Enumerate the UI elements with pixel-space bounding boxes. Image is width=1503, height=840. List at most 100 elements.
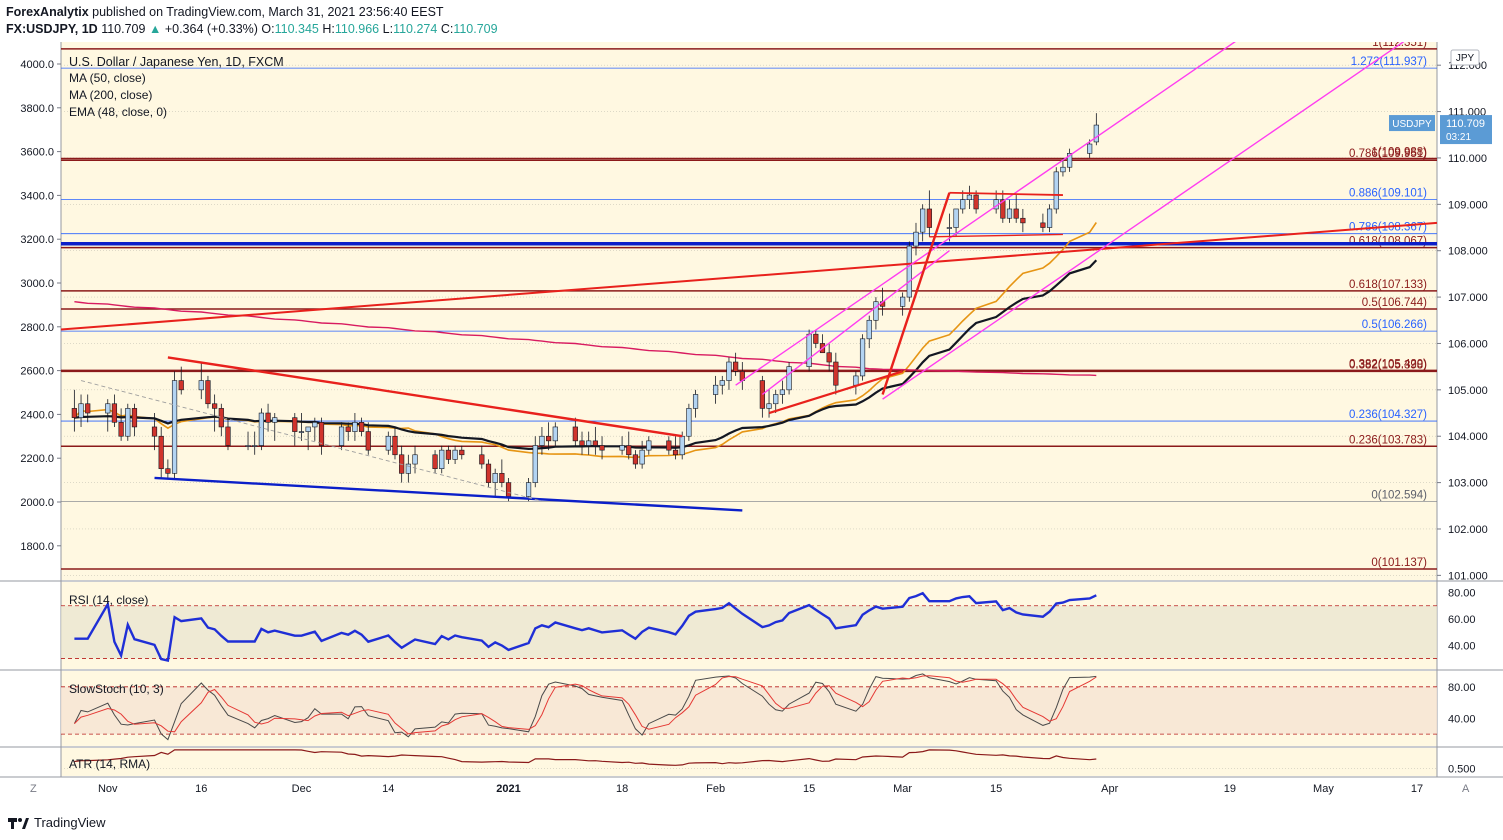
candle[interactable] xyxy=(873,297,879,330)
candle[interactable] xyxy=(920,204,926,242)
candle[interactable] xyxy=(352,413,358,441)
candle[interactable] xyxy=(432,450,438,474)
candle[interactable] xyxy=(966,185,973,209)
candle[interactable] xyxy=(1046,204,1053,233)
candle[interactable] xyxy=(459,445,465,460)
candle[interactable] xyxy=(953,208,959,237)
candle[interactable] xyxy=(833,352,839,395)
candle[interactable] xyxy=(813,329,819,349)
candle[interactable] xyxy=(492,468,498,497)
candle[interactable] xyxy=(619,436,625,455)
tradingview-logo[interactable]: TradingView xyxy=(8,815,106,830)
candle[interactable] xyxy=(666,436,672,455)
candle[interactable] xyxy=(158,426,164,478)
candle[interactable] xyxy=(913,222,919,256)
candle[interactable] xyxy=(773,389,779,414)
candle[interactable] xyxy=(592,426,598,455)
candle[interactable] xyxy=(960,190,966,214)
candle[interactable] xyxy=(1040,213,1046,233)
candle[interactable] xyxy=(111,394,118,427)
candle[interactable] xyxy=(499,459,505,488)
candle[interactable] xyxy=(358,417,365,437)
study-ma200[interactable]: MA (200, close) xyxy=(69,88,153,102)
candle[interactable] xyxy=(579,431,585,455)
candle[interactable] xyxy=(165,459,171,478)
candle[interactable] xyxy=(412,445,418,474)
candle[interactable] xyxy=(759,375,765,418)
candle[interactable] xyxy=(439,445,445,474)
chart-canvas[interactable]: 1(112.351)1.272(111.937)1(109.988)0.786(… xyxy=(0,42,1503,806)
candle[interactable] xyxy=(779,380,785,404)
candle[interactable] xyxy=(171,371,178,478)
candle[interactable] xyxy=(71,389,77,432)
candle[interactable] xyxy=(973,190,979,214)
candle[interactable] xyxy=(131,403,138,437)
candle[interactable] xyxy=(125,403,131,441)
study-ema48[interactable]: EMA (48, close, 0) xyxy=(69,105,168,119)
zoom-button[interactable]: Z xyxy=(30,783,37,795)
candle[interactable] xyxy=(626,431,632,460)
atr-label[interactable]: ATR (14, RMA) xyxy=(69,757,151,771)
candle[interactable] xyxy=(719,375,725,395)
candle[interactable] xyxy=(1006,199,1013,223)
candle[interactable] xyxy=(692,389,699,418)
candle[interactable] xyxy=(859,334,866,381)
candle[interactable] xyxy=(392,426,398,460)
candle[interactable] xyxy=(212,394,218,432)
candle[interactable] xyxy=(639,440,645,469)
candle[interactable] xyxy=(312,417,318,441)
candle[interactable] xyxy=(298,413,305,441)
candle[interactable] xyxy=(365,422,371,455)
candle[interactable] xyxy=(385,431,391,455)
candle[interactable] xyxy=(305,426,311,451)
candle[interactable] xyxy=(151,413,158,451)
candle[interactable] xyxy=(646,436,652,455)
candle[interactable] xyxy=(572,417,578,446)
candle[interactable] xyxy=(258,408,264,451)
candle[interactable] xyxy=(205,375,211,409)
candle[interactable] xyxy=(1000,190,1006,223)
candle[interactable] xyxy=(479,445,485,469)
candle[interactable] xyxy=(245,431,251,451)
candle[interactable] xyxy=(539,426,545,455)
candle[interactable] xyxy=(265,403,271,432)
candle[interactable] xyxy=(198,362,204,400)
candle[interactable] xyxy=(405,454,411,483)
candle[interactable] xyxy=(338,422,345,451)
candle[interactable] xyxy=(318,417,325,455)
candle[interactable] xyxy=(733,352,739,376)
rsi-label[interactable]: RSI (14, close) xyxy=(69,593,149,607)
candle[interactable] xyxy=(178,366,184,395)
auto-scale-button[interactable]: A xyxy=(1462,783,1470,795)
candle[interactable] xyxy=(485,459,492,488)
candle[interactable] xyxy=(866,315,872,349)
candle[interactable] xyxy=(252,431,258,455)
candle[interactable] xyxy=(926,190,932,237)
candle[interactable] xyxy=(1013,195,1019,223)
candle[interactable] xyxy=(1067,148,1073,172)
candle[interactable] xyxy=(672,436,679,460)
candle[interactable] xyxy=(452,445,458,465)
candle[interactable] xyxy=(445,445,452,465)
candle[interactable] xyxy=(586,431,592,455)
candle[interactable] xyxy=(546,422,552,451)
candle[interactable] xyxy=(1020,208,1026,233)
publisher-name[interactable]: ForexAnalytix xyxy=(6,5,89,19)
candle[interactable] xyxy=(105,399,111,432)
candle[interactable] xyxy=(786,362,792,395)
candle[interactable] xyxy=(78,394,84,427)
study-ma50[interactable]: MA (50, close) xyxy=(69,71,146,85)
candle[interactable] xyxy=(826,343,832,372)
candle[interactable] xyxy=(599,436,605,460)
candle[interactable] xyxy=(292,413,298,446)
candle[interactable] xyxy=(225,417,231,451)
candle[interactable] xyxy=(118,408,124,441)
stoch-label[interactable]: SlowStoch (10, 3) xyxy=(69,682,164,696)
candle[interactable] xyxy=(85,394,91,423)
candle[interactable] xyxy=(906,241,912,302)
candle[interactable] xyxy=(345,422,351,441)
candle[interactable] xyxy=(726,357,732,390)
candle[interactable] xyxy=(686,403,692,441)
candle[interactable] xyxy=(552,422,558,446)
candle[interactable] xyxy=(900,292,906,316)
